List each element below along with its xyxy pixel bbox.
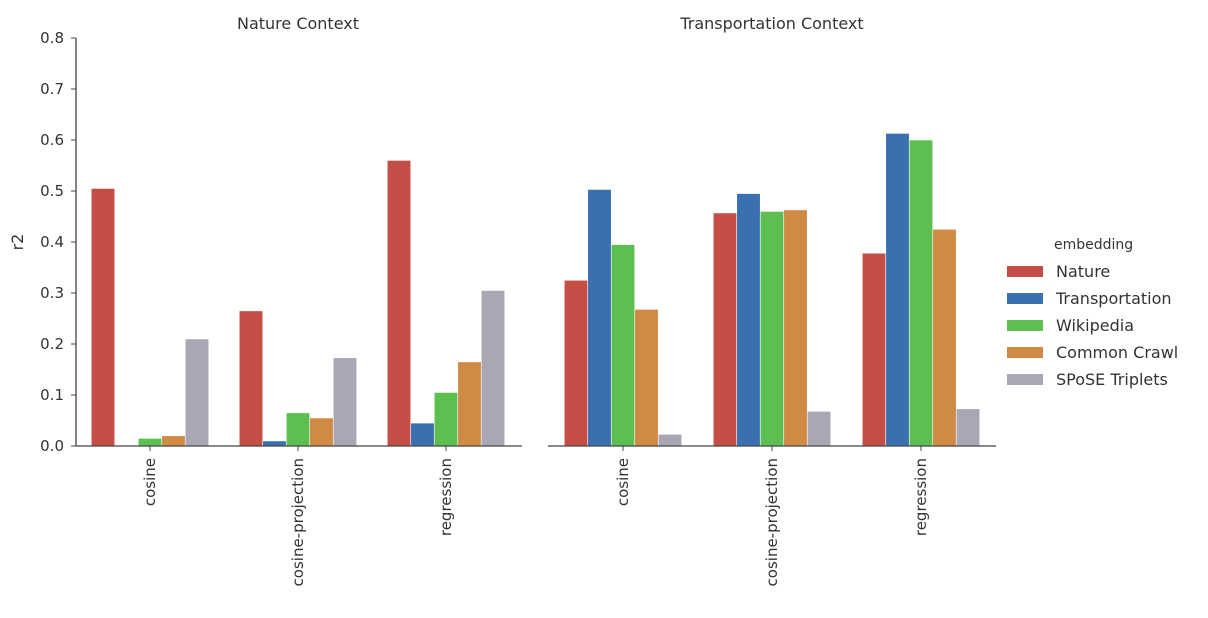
bar-1-cosine-projection-wikipedia: [759, 211, 785, 447]
bar-1-regression-nature: [861, 252, 887, 447]
bar-1-cosine-common-crawl: [634, 309, 659, 447]
bar-0-cosine-projection-spose-triplets: [332, 357, 358, 447]
x-tick-label-1-1: cosine-projection: [763, 458, 781, 586]
panel-title-0: Nature Context: [237, 14, 359, 33]
legend-label-4: SPoSE Triplets: [1056, 370, 1168, 389]
y-tick-label-6: 0.6: [40, 131, 64, 149]
y-tick-label-7: 0.7: [40, 80, 64, 98]
x-tick-label-0-2: regression: [437, 458, 455, 536]
y-tick-label-8: 0.8: [40, 29, 64, 47]
bar-0-regression-nature: [386, 160, 412, 447]
legend-title: embedding: [1054, 237, 1133, 253]
bar-1-cosine-projection-common-crawl: [783, 209, 808, 447]
bar-0-cosine-projection-nature: [238, 310, 264, 447]
bar-1-cosine-transportation: [587, 189, 612, 447]
bar-1-cosine-wikipedia: [610, 244, 636, 447]
bar-1-regression-spose-triplets: [955, 408, 981, 447]
bar-0-cosine-nature: [90, 188, 116, 447]
bar-0-cosine-spose-triplets: [184, 338, 210, 447]
x-tick-label-1-2: regression: [912, 458, 930, 536]
bar-0-regression-spose-triplets: [480, 290, 506, 447]
bar-1-cosine-projection-spose-triplets: [806, 411, 832, 447]
bar-0-cosine-projection-common-crawl: [309, 417, 334, 447]
bar-1-regression-transportation: [885, 133, 910, 447]
legend-label-2: Wikipedia: [1056, 316, 1134, 335]
legend-swatch-4: [1007, 374, 1043, 385]
y-tick-label-4: 0.4: [40, 233, 64, 251]
bar-0-cosine-projection-transportation: [262, 440, 287, 447]
bar-0-regression-common-crawl: [457, 361, 482, 447]
legend-label-3: Common Crawl: [1056, 343, 1178, 362]
bar-1-cosine-nature: [563, 279, 589, 447]
bar-0-cosine-projection-wikipedia: [285, 412, 311, 447]
legend-swatch-0: [1007, 266, 1043, 277]
bar-1-regression-wikipedia: [908, 139, 934, 447]
x-tick-label-1-0: cosine: [614, 458, 632, 506]
legend-label-1: Transportation: [1055, 289, 1172, 308]
x-tick-label-0-1: cosine-projection: [289, 458, 307, 586]
bar-1-cosine-projection-transportation: [736, 193, 761, 447]
legend-label-0: Nature: [1056, 262, 1110, 281]
y-tick-label-3: 0.3: [40, 284, 64, 302]
y-tick-label-5: 0.5: [40, 182, 64, 200]
y-axis-label: r2: [8, 234, 27, 251]
bar-0-regression-wikipedia: [433, 392, 459, 447]
bar-0-cosine-common-crawl: [161, 435, 186, 447]
panel-title-1: Transportation Context: [679, 14, 863, 33]
bar-0-regression-transportation: [410, 422, 435, 447]
legend-swatch-2: [1007, 320, 1043, 331]
bar-1-cosine-spose-triplets: [657, 433, 683, 447]
y-tick-label-1: 0.1: [40, 386, 64, 404]
y-tick-label-2: 0.2: [40, 335, 64, 353]
bar-0-cosine-wikipedia: [137, 438, 163, 447]
legend-swatch-1: [1007, 293, 1043, 304]
bar-1-regression-common-crawl: [932, 228, 957, 447]
bar-1-cosine-projection-nature: [712, 212, 738, 447]
x-tick-label-0-0: cosine: [141, 458, 159, 506]
legend-swatch-3: [1007, 347, 1043, 358]
y-tick-label-0: 0.0: [40, 437, 64, 455]
